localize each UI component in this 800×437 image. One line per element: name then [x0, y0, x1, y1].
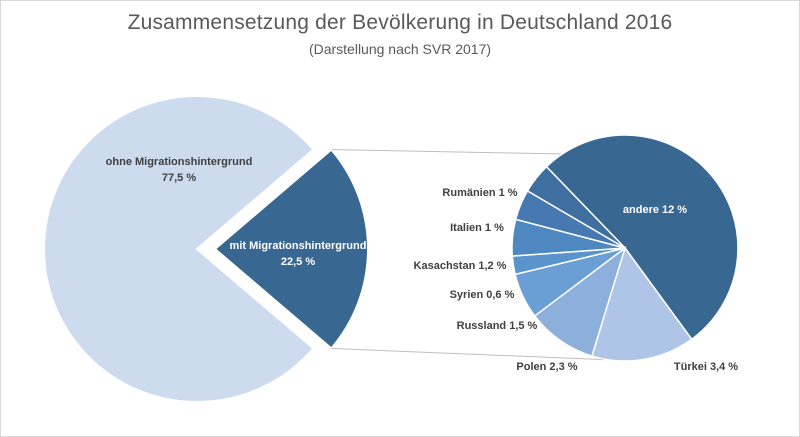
chart-subtitle: (Darstellung nach SVR 2017) — [308, 41, 492, 57]
slice-rumaenien — [526, 165, 626, 249]
slice-andere — [545, 134, 739, 341]
connector-line-bottom — [331, 347, 614, 361]
connector-line-top — [331, 149, 566, 155]
label-tuerkei: Türkei 3,4 % — [674, 361, 738, 373]
slice-mit-migrationshintergrund — [213, 148, 369, 350]
chart-title: Zusammensetzung der Bevölkerung in Deuts… — [127, 11, 673, 34]
slice-polen — [533, 246, 627, 357]
label-polen: Polen 2,3 % — [516, 361, 577, 373]
label-kasachstan: Kasachstan 1,2 % — [414, 260, 507, 272]
label-italien: Italien 1 % — [450, 222, 504, 234]
label-syrien: Syrien 0,6 % — [450, 289, 515, 301]
label-mit-migrationshintergrund: mit Migrationshintergrund 22,5 % — [230, 240, 367, 268]
label-rumaenien: Rumänien 1 % — [442, 187, 517, 199]
label-russland: Russland 1,5 % — [457, 320, 538, 332]
slice-ohne-migrationshintergrund — [43, 95, 315, 403]
label-andere: andere 12 % — [623, 204, 687, 216]
label-ohne-migrationshintergrund: ohne Migrationshintergrund 77,5 % — [106, 156, 253, 184]
